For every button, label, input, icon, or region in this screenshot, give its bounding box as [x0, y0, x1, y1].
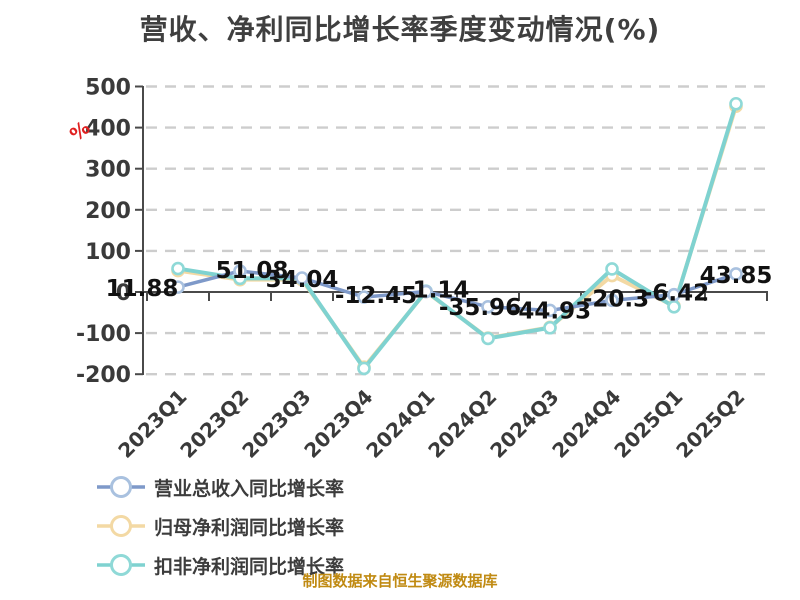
y-tick-label: 0 [116, 281, 131, 306]
data-value-label: -20.3 [583, 286, 649, 312]
data-value-label: -12.45 [335, 283, 417, 309]
x-tick-label: 2025Q2 [671, 385, 749, 463]
legend-label: 扣非净利润同比增长率 [154, 555, 345, 578]
data-point-marker[interactable] [543, 303, 557, 318]
legend-item[interactable]: 归母净利润同比增长率 [97, 511, 344, 541]
y-tick-label: -100 [76, 322, 131, 347]
data-value-label: 34.04 [266, 267, 339, 293]
data-value-label: 1.14 [413, 278, 470, 304]
legend-marker-icon [97, 554, 145, 576]
data-point-marker[interactable] [357, 290, 371, 304]
data-value-label: 51.08 [216, 258, 289, 284]
y-tick-label: 200 [85, 199, 131, 224]
y-tick-label: -200 [76, 363, 131, 388]
legend-label: 归母净利润同比增长率 [154, 516, 345, 539]
y-tick-label: 300 [85, 158, 131, 183]
legend-marker-icon [97, 476, 145, 498]
data-point-marker[interactable] [171, 280, 185, 294]
line-chart-plot: 5004003002001000-100-200%2023Q12023Q2202… [66, 76, 773, 463]
y-tick-label: 100 [85, 240, 131, 265]
y-tick-label: 500 [85, 76, 131, 101]
y-tick-label: 400 [85, 117, 131, 142]
data-source-note: 制图数据来自恒生聚源数据库 [302, 572, 498, 590]
data-point-marker[interactable] [543, 320, 557, 335]
legend-item[interactable]: 扣非净利润同比增长率 [97, 550, 344, 580]
series-line [176, 104, 738, 370]
data-value-label: -44.93 [509, 298, 591, 324]
legend-marker-icon [97, 515, 145, 537]
series-line [176, 101, 738, 371]
data-point-marker[interactable] [729, 96, 743, 111]
data-value-label: -35.96 [439, 295, 521, 321]
data-value-label: 11.88 [106, 276, 179, 302]
data-point-marker[interactable] [729, 267, 743, 281]
data-point-marker[interactable] [357, 361, 371, 376]
data-point-marker[interactable] [171, 261, 185, 276]
data-point-marker[interactable] [295, 271, 309, 285]
data-point-marker[interactable] [481, 299, 495, 314]
data-point-marker[interactable] [419, 284, 433, 299]
chart-title: 营收、净利同比增长率季度变动情况(%) [139, 13, 661, 46]
legend-item[interactable]: 营业总收入同比增长率 [97, 472, 344, 502]
series-line [176, 269, 738, 313]
data-point-marker[interactable] [481, 331, 495, 346]
data-point-marker[interactable] [233, 264, 247, 278]
data-point-marker[interactable] [605, 262, 619, 276]
data-value-label: 43.85 [700, 263, 773, 289]
chart-legend: 营业总收入同比增长率 归母净利润同比增长率 扣非净利润同比增长率 [97, 472, 757, 580]
data-point-marker[interactable] [667, 287, 681, 302]
data-point-marker[interactable] [605, 293, 619, 308]
data-value-label: -6.42 [643, 281, 709, 307]
legend-label: 营业总收入同比增长率 [154, 477, 345, 500]
